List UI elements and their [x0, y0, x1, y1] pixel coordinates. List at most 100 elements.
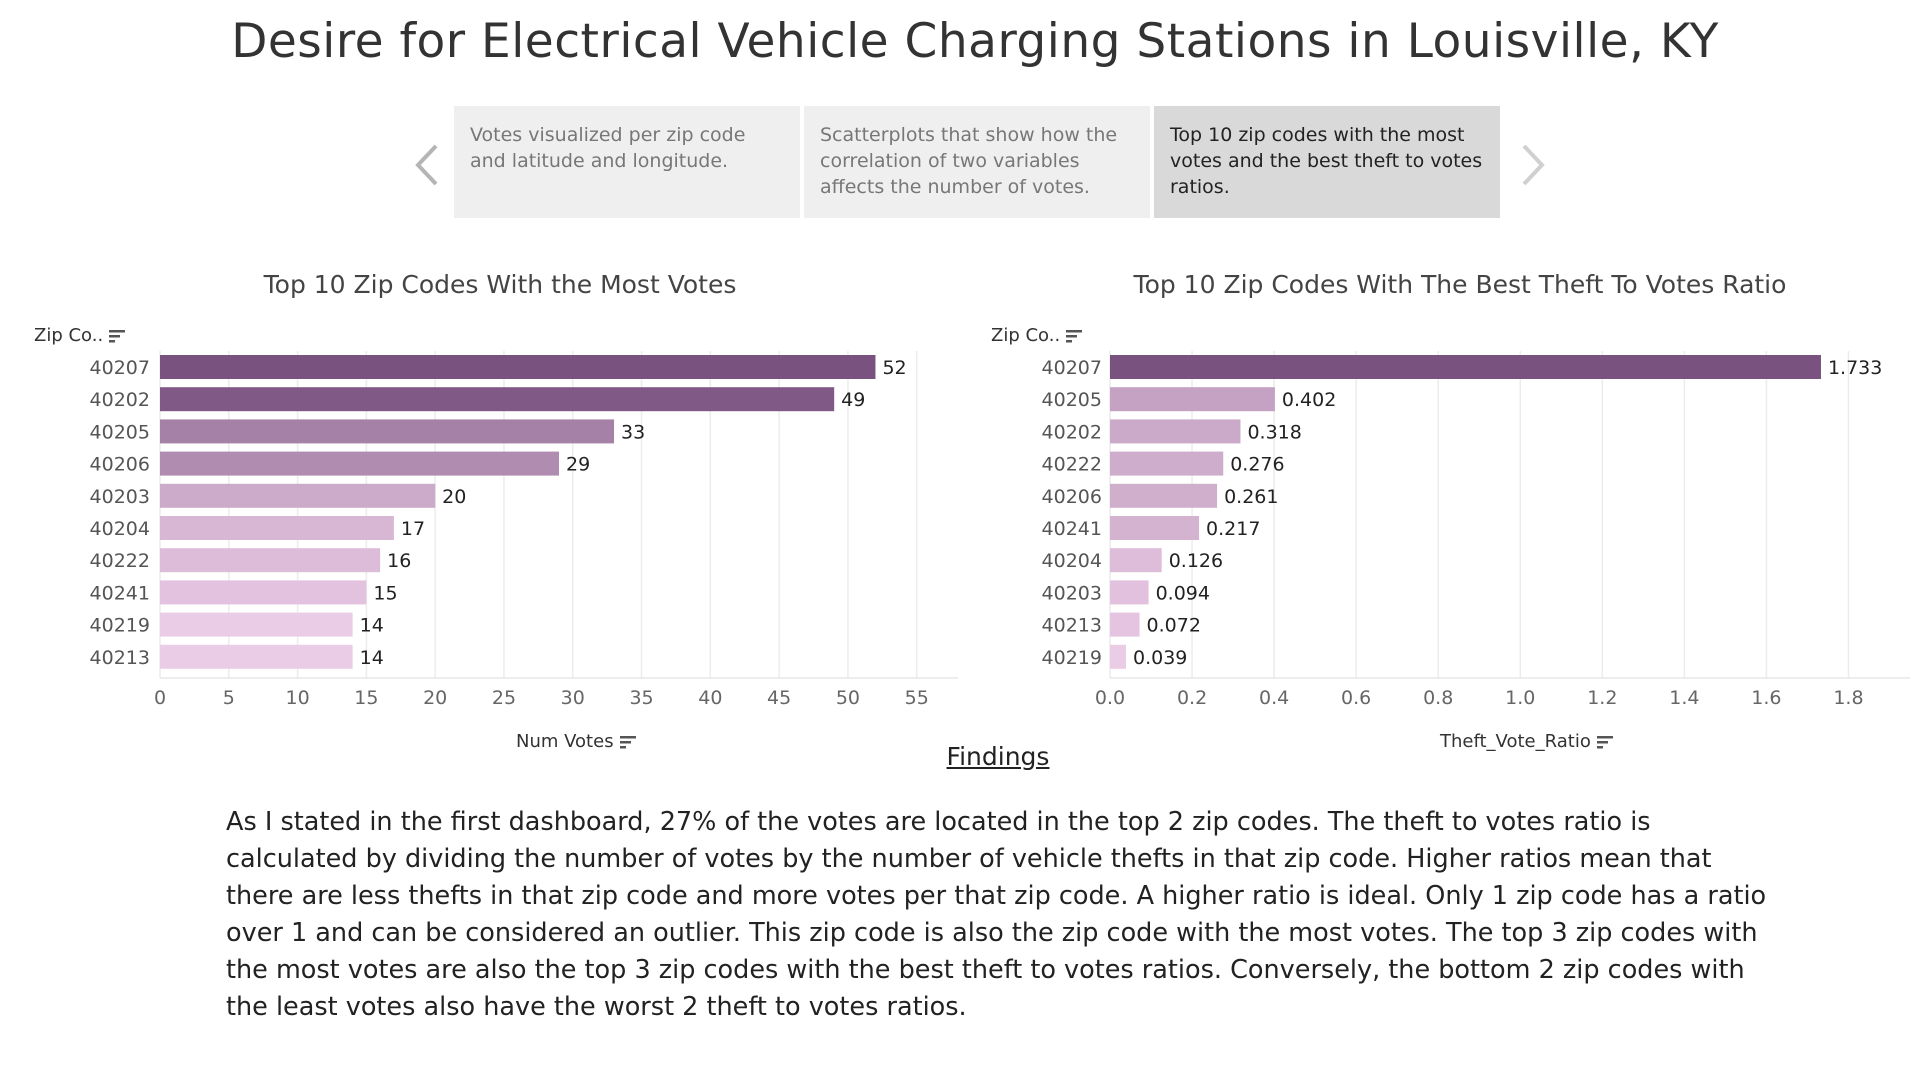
chart-left-most-votes: 0 5 10 15 20 25 30 35 40 45 50 55 40207 52 40202 49 4020… [90, 351, 958, 709]
chart-left-category-label: 40219 [90, 615, 150, 637]
chart-left-bar [160, 548, 381, 573]
chart-right-data-label: 0.276 [1230, 454, 1284, 476]
story-point-3[interactable]: Top 10 zip codes with the most votes and… [1154, 106, 1500, 218]
chart-right-theft-ratio: 0.0 0.2 0.4 0.6 0.8 1.0 1.2 1.4 1.6 1.8 40207 1.733… [1042, 351, 1910, 709]
chart-right-x-header[interactable]: Theft_Vote_Ratio [1440, 731, 1613, 752]
chart-right-x-tick-label: 0.8 [1423, 687, 1453, 709]
chart-left-data-label: 17 [401, 518, 425, 540]
chart-left-data-label: 52 [882, 357, 906, 379]
chart-left-category-label: 40205 [90, 421, 150, 443]
chart-right-category-label: 40219 [1042, 647, 1102, 669]
chart-left-x-tick-label: 50 [836, 687, 860, 709]
chart-right-y-label: Zip Co.. [991, 325, 1061, 346]
chart-right-x-tick-label: 1.4 [1669, 687, 1699, 709]
chart-left-x-tick-label: 10 [285, 687, 309, 709]
chart-right-data-label: 0.094 [1156, 582, 1210, 604]
chart-right-data-label: 1.733 [1828, 357, 1882, 379]
chart-right-category-label: 40213 [1042, 615, 1102, 637]
chart-right-data-label: 0.039 [1133, 647, 1187, 669]
chart-left-bar [160, 483, 436, 508]
chart-left-category-label: 40203 [90, 486, 150, 508]
chart-left-category-label: 40204 [90, 518, 150, 540]
chart-right-category-label: 40241 [1042, 518, 1102, 540]
chart-right-bar [1110, 483, 1218, 508]
chevron-left-icon [415, 144, 438, 186]
story-point-2-label: Scatterplots that show how the correlati… [820, 124, 1118, 198]
sort-descending-icon[interactable] [1596, 735, 1613, 749]
chart-left-x-tick-label: 30 [561, 687, 585, 709]
previous-story-point-button[interactable] [408, 140, 448, 190]
chart-left-bar [160, 612, 353, 637]
chart-left-x-label: Num Votes [516, 731, 614, 752]
chart-right-x-tick-label: 0.4 [1259, 687, 1289, 709]
chart-right-category-label: 40203 [1042, 582, 1102, 604]
chart-right-bar [1110, 548, 1162, 573]
chart-left-x-tick-label: 5 [223, 687, 235, 709]
chart-right-bar [1110, 387, 1275, 412]
chart-left-x-tick-label: 45 [767, 687, 791, 709]
chart-left-x-tick-label: 15 [354, 687, 378, 709]
chart-left-x-tick-label: 25 [492, 687, 516, 709]
chart-right-x-label: Theft_Vote_Ratio [1440, 731, 1591, 752]
chart-right-bar [1110, 451, 1224, 476]
chart-right-x-tick-label: 0.0 [1095, 687, 1125, 709]
sort-descending-icon[interactable] [109, 329, 126, 343]
findings-heading: Findings [946, 742, 1050, 771]
chart-left-data-label: 14 [360, 647, 384, 669]
findings-text: As I stated in the first dashboard, 27% … [226, 807, 1767, 1022]
chart-left-x-tick-label: 35 [629, 687, 653, 709]
page-title: Desire for Electrical Vehicle Charging S… [231, 14, 1719, 69]
chart-left-bar [160, 580, 367, 605]
next-story-point-button[interactable] [1512, 140, 1552, 190]
chart-right-x-tick-label: 1.8 [1833, 687, 1863, 709]
chart-right-bar [1110, 419, 1241, 444]
sort-descending-icon[interactable] [1066, 329, 1083, 343]
chart-left-x-tick-label: 20 [423, 687, 447, 709]
story-point-2[interactable]: Scatterplots that show how the correlati… [804, 106, 1150, 218]
chart-left-data-label: 20 [442, 486, 466, 508]
chart-left-category-label: 40213 [90, 647, 150, 669]
chart-right-category-label: 40222 [1042, 454, 1102, 476]
story-point-3-label: Top 10 zip codes with the most votes and… [1170, 124, 1483, 198]
chart-right-data-label: 0.318 [1247, 421, 1301, 443]
chart-left-data-label: 49 [841, 389, 865, 411]
chart-left-bar [160, 644, 353, 669]
chart-right-x-tick-label: 0.2 [1177, 687, 1207, 709]
chart-right-data-label: 0.072 [1147, 615, 1201, 637]
chart-right-data-label: 0.217 [1206, 518, 1260, 540]
chart-left-y-label: Zip Co.. [34, 325, 104, 346]
chart-right-bar [1110, 516, 1200, 540]
chart-left-data-label: 15 [373, 582, 397, 604]
chart-right-title: Top 10 Zip Codes With The Best Theft To … [1133, 270, 1787, 299]
chart-left-category-label: 40206 [90, 454, 150, 476]
chart-right-y-header[interactable]: Zip Co.. [991, 325, 1083, 346]
chart-right-data-label: 0.261 [1224, 486, 1278, 508]
chart-left-category-label: 40222 [90, 550, 150, 572]
chart-right-category-label: 40202 [1042, 421, 1102, 443]
chart-left-data-label: 29 [566, 454, 590, 476]
chart-left-bar [160, 451, 559, 476]
chart-right-x-tick-label: 0.6 [1341, 687, 1371, 709]
chart-right-bar [1110, 644, 1126, 669]
story-point-1[interactable]: Votes visualized per zip code and latitu… [454, 106, 800, 218]
chart-right-bar [1110, 580, 1149, 605]
chart-left-x-tick-label: 40 [698, 687, 722, 709]
chart-left-title: Top 10 Zip Codes With the Most Votes [263, 270, 737, 299]
story-point-1-label: Votes visualized per zip code and latitu… [470, 124, 746, 172]
chart-left-bar [160, 355, 876, 379]
chart-right-category-label: 40204 [1042, 550, 1102, 572]
sort-descending-icon[interactable] [619, 735, 636, 749]
chart-right-bar [1110, 612, 1140, 637]
chart-left-x-tick-label: 55 [905, 687, 929, 709]
chart-left-data-label: 14 [360, 615, 384, 637]
chart-left-x-tick-label: 0 [154, 687, 166, 709]
chart-left-y-header[interactable]: Zip Co.. [34, 325, 126, 346]
chart-right-data-label: 0.126 [1169, 550, 1223, 572]
chart-right-category-label: 40206 [1042, 486, 1102, 508]
chart-left-bar [160, 516, 394, 540]
chart-right-category-label: 40207 [1042, 357, 1102, 379]
chart-left-x-header[interactable]: Num Votes [516, 731, 636, 752]
chart-right-x-tick-label: 1.2 [1587, 687, 1617, 709]
chart-right-data-label: 0.402 [1282, 389, 1336, 411]
chart-left-bar [160, 387, 835, 412]
